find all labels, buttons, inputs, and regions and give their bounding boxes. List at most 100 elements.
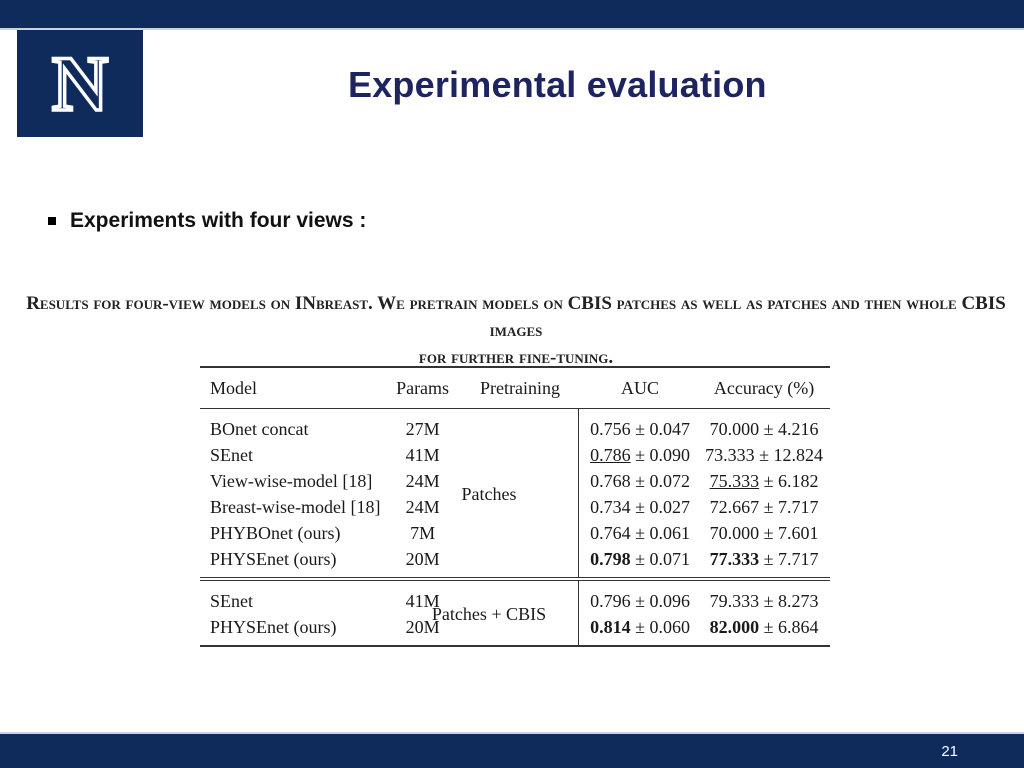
- header-params: Params: [396, 377, 450, 398]
- n-logo-icon: N: [50, 38, 110, 129]
- plus-minus-icon: ±: [759, 548, 778, 569]
- accuracy-std: 8.273: [778, 590, 819, 611]
- cell-params: 7M: [410, 522, 436, 543]
- auc-std: 0.060: [649, 616, 691, 637]
- page-number: 21: [941, 743, 958, 760]
- plus-minus-icon: ±: [754, 444, 774, 465]
- auc-mean: 0.734: [590, 496, 631, 517]
- header-model: Model: [210, 377, 257, 398]
- header-auc: AUC: [621, 377, 660, 398]
- cell-params: 24M: [405, 470, 440, 491]
- auc-std: 0.047: [649, 418, 691, 439]
- group-separator-rule: [200, 577, 830, 581]
- auc-std: 0.096: [649, 590, 691, 611]
- accuracy-std: 7.717: [778, 496, 819, 517]
- accuracy-mean: 82.000: [709, 616, 760, 637]
- accuracy-std: 6.182: [778, 470, 819, 491]
- bottom-banner: 21: [0, 732, 1024, 768]
- table-row: PHYBOnet (ours) 7M 0.764 ± 0.061 70.000 ± 7…: [200, 520, 830, 546]
- cell-model: PHYSEnet (ours): [210, 548, 337, 569]
- header-rule: [200, 408, 830, 409]
- square-bullet-icon: [48, 217, 56, 225]
- auc-mean: 0.764: [590, 522, 631, 543]
- cell-params: 24M: [405, 496, 440, 517]
- cell-params: 41M: [405, 444, 440, 465]
- cell-auc: 0.796 ± 0.096: [582, 591, 698, 612]
- plus-minus-icon: ±: [759, 616, 778, 637]
- auc-mean: 0.814: [590, 616, 631, 637]
- auc-mean: 0.786: [590, 444, 631, 465]
- cell-auc: 0.756 ± 0.047: [582, 419, 698, 440]
- bullet-item: Experiments with four views :: [48, 208, 366, 234]
- cell-accuracy: 82.000 ± 6.864: [698, 617, 830, 638]
- cell-accuracy: 79.333 ± 8.273: [698, 591, 830, 612]
- pretraining-group-label: Patches + CBIS: [431, 604, 547, 624]
- group-patches-cbis: SEnet 41M 0.796 ± 0.096 79.333 ± 8.273 PHYSE…: [200, 581, 830, 645]
- accuracy-mean: 70.000: [709, 418, 760, 439]
- accuracy-std: 6.864: [778, 616, 819, 637]
- pretraining-group-label: Patches: [461, 484, 517, 504]
- table-row: SEnet 41M 0.786 ± 0.090 73.333 ± 12.824: [200, 442, 830, 468]
- auc-std: 0.061: [649, 522, 691, 543]
- cell-auc: 0.798 ± 0.071: [582, 549, 698, 570]
- accuracy-mean: 79.333: [709, 590, 760, 611]
- plus-minus-icon: ±: [759, 496, 778, 517]
- auc-mean: 0.796: [590, 590, 631, 611]
- plus-minus-icon: ±: [759, 590, 778, 611]
- svg-text:N: N: [52, 40, 108, 127]
- plus-minus-icon: ±: [759, 522, 778, 543]
- plus-minus-icon: ±: [630, 418, 650, 439]
- table-top-rule: [200, 366, 830, 368]
- table-row: BOnet concat 27M 0.756 ± 0.047 70.000 ± 4.2…: [200, 416, 830, 442]
- auc-std: 0.072: [649, 470, 691, 491]
- plus-minus-icon: ±: [630, 496, 650, 517]
- cell-model: SEnet: [210, 444, 253, 465]
- auc-std: 0.090: [649, 444, 691, 465]
- auc-mean: 0.768: [590, 470, 631, 491]
- group-patches: BOnet concat 27M 0.756 ± 0.047 70.000 ± 4.2…: [200, 409, 830, 577]
- cell-auc: 0.734 ± 0.027: [582, 497, 698, 518]
- accuracy-mean: 77.333: [709, 548, 760, 569]
- university-logo: N: [17, 30, 143, 137]
- bullet-text: Experiments with four views :: [70, 209, 367, 232]
- cell-model: View-wise-model [18]: [210, 470, 373, 491]
- plus-minus-icon: ±: [630, 590, 650, 611]
- results-table: Model Params Pretraining AUC Accuracy (%…: [200, 366, 830, 647]
- slide-title: Experimental evaluation: [348, 64, 767, 105]
- cell-accuracy: 72.667 ± 7.717: [698, 497, 830, 518]
- auc-std: 0.027: [649, 496, 691, 517]
- cell-model: PHYBOnet (ours): [210, 522, 341, 543]
- cell-accuracy: 75.333 ± 6.182: [698, 471, 830, 492]
- cell-params: 27M: [405, 418, 440, 439]
- cell-params: 20M: [405, 548, 440, 569]
- accuracy-std: 4.216: [778, 418, 819, 439]
- cell-model: BOnet concat: [210, 418, 309, 439]
- auc-mean: 0.798: [590, 548, 631, 569]
- cell-accuracy: 73.333 ± 12.824: [698, 445, 830, 466]
- plus-minus-icon: ±: [630, 548, 650, 569]
- cell-auc: 0.814 ± 0.060: [582, 617, 698, 638]
- cell-accuracy: 77.333 ± 7.717: [698, 549, 830, 570]
- cell-accuracy: 70.000 ± 7.601: [698, 523, 830, 544]
- cell-model: Breast-wise-model [18]: [210, 496, 381, 517]
- caption-line-2: for further fine-tuning.: [418, 347, 614, 368]
- accuracy-mean: 73.333: [705, 444, 755, 465]
- table-row: PHYSEnet (ours) 20M 0.814 ± 0.060 82.000 ± …: [200, 614, 830, 640]
- header-pretraining: Pretraining: [480, 377, 560, 398]
- table-row: View-wise-model [18] 24M 0.768 ± 0.072 75.3…: [200, 468, 830, 494]
- plus-minus-icon: ±: [759, 418, 778, 439]
- accuracy-std: 7.717: [778, 548, 819, 569]
- plus-minus-icon: ±: [630, 444, 650, 465]
- column-separator: [578, 581, 579, 645]
- cell-auc: 0.764 ± 0.061: [582, 523, 698, 544]
- cell-model: SEnet: [210, 590, 253, 611]
- plus-minus-icon: ±: [759, 470, 778, 491]
- accuracy-mean: 72.667: [709, 496, 760, 517]
- top-banner: [0, 0, 1024, 30]
- table-header-row: Model Params Pretraining AUC Accuracy (%…: [200, 368, 830, 408]
- table-row: PHYSEnet (ours) 20M 0.798 ± 0.071 77.333 ± …: [200, 546, 830, 572]
- cell-params: 20M: [405, 616, 440, 637]
- header-accuracy: Accuracy (%): [713, 377, 815, 398]
- plus-minus-icon: ±: [630, 522, 650, 543]
- plus-minus-icon: ±: [630, 470, 650, 491]
